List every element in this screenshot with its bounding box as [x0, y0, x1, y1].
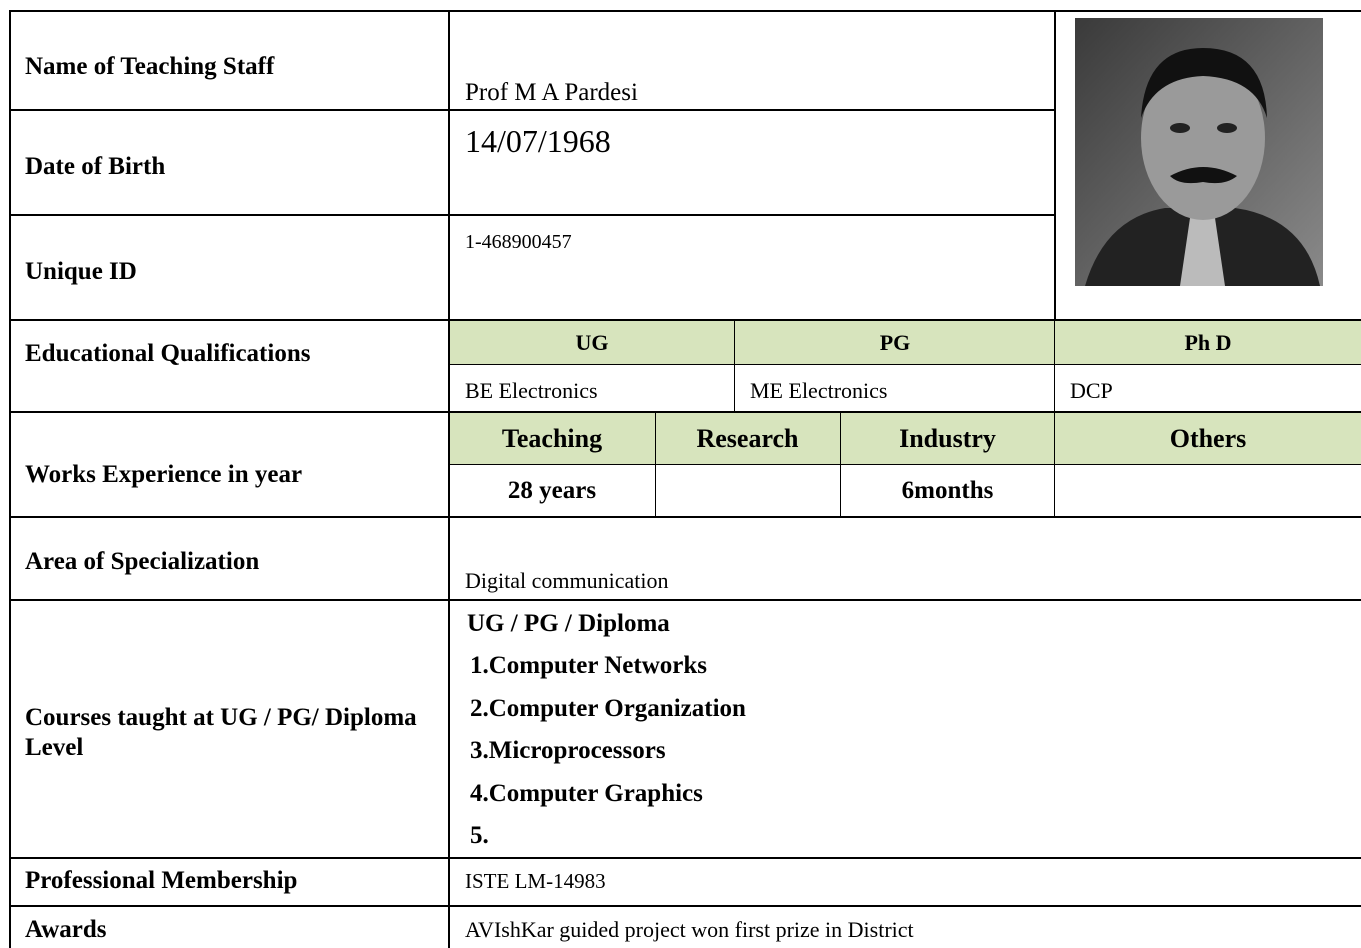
value — [1055, 465, 1361, 517]
border — [1054, 10, 1056, 320]
border — [655, 412, 656, 517]
value: DCP — [1070, 378, 1113, 403]
border — [449, 464, 1361, 465]
value: 1-468900457 — [465, 231, 572, 253]
border — [10, 905, 1361, 907]
value: Prof M A Pardesi — [465, 79, 638, 106]
label: Name of Teaching Staff — [25, 53, 275, 80]
course-heading: UG / PG / Diploma — [467, 610, 670, 637]
value — [655, 465, 840, 517]
value: 28 years — [507, 477, 597, 504]
label: Educational Qualifications — [25, 340, 311, 367]
value: Digital communication — [465, 568, 669, 593]
border — [10, 516, 1361, 518]
course: 1.Computer Networks — [470, 652, 708, 679]
value: 14/07/1968 — [465, 123, 611, 159]
border — [10, 109, 1055, 111]
label: Date of Birth — [25, 153, 166, 180]
label: Works Experience in year — [25, 461, 303, 488]
pg-header: PG — [735, 320, 1055, 365]
border — [10, 857, 1361, 859]
label: Professional Membership — [25, 867, 298, 894]
border — [10, 599, 1361, 601]
label: Area of Specialization — [25, 548, 260, 575]
border — [448, 10, 450, 948]
border — [9, 10, 11, 948]
value: ISTE LM-14983 — [465, 869, 606, 893]
course: 4.Computer Graphics — [470, 780, 703, 807]
border — [734, 320, 735, 412]
photo — [1075, 18, 1323, 286]
border — [1054, 320, 1055, 517]
border — [449, 364, 1361, 365]
value: ME Electronics — [750, 378, 888, 403]
course: 5. — [470, 822, 489, 849]
course: 2.Computer Organization — [470, 695, 746, 722]
ug-header: UG — [449, 320, 735, 365]
research-header: Research — [655, 412, 840, 465]
phd-header: Ph D — [1055, 320, 1361, 365]
teaching-header: Teaching — [449, 412, 655, 465]
value: 6months — [901, 477, 994, 504]
border — [840, 412, 841, 517]
border — [10, 214, 1055, 216]
border — [10, 411, 1361, 413]
label: Unique ID — [25, 258, 137, 285]
others-header: Others — [1055, 412, 1361, 465]
value: AVIshKar guided project won first prize … — [465, 917, 914, 942]
border — [10, 319, 1361, 321]
label: Awards — [25, 916, 107, 943]
course: 3.Microprocessors — [470, 737, 666, 764]
label: Courses taught at UG / PG/ Diploma Level — [25, 704, 417, 761]
industry-header: Industry — [840, 412, 1055, 465]
border — [9, 10, 1361, 12]
value: BE Electronics — [465, 378, 598, 403]
